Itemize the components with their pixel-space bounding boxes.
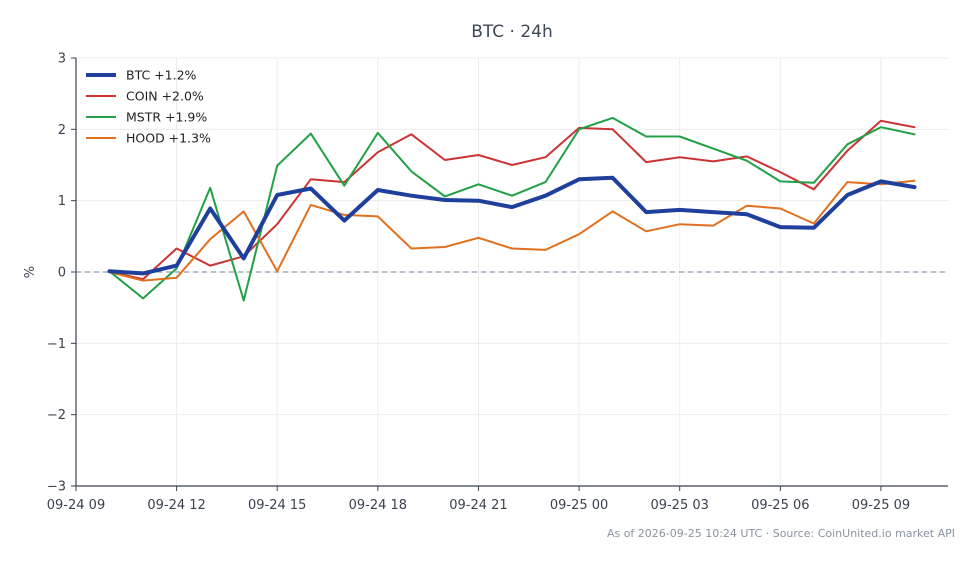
series-line-hood: [108, 179, 916, 282]
series-lines: [107, 116, 917, 302]
x-tick-label: 09-25 09: [852, 498, 910, 513]
y-axis-label: %: [23, 266, 38, 278]
x-tick-label: 09-24 18: [349, 498, 407, 513]
y-tick-label: 1: [58, 194, 66, 209]
legend-entry: MSTR +1.9%: [126, 110, 207, 125]
legend: BTC +1.2% COIN +2.0% MSTR +1.9% HOOD +1.3%: [86, 68, 211, 146]
x-tick-label: 09-25 03: [650, 498, 708, 513]
chart-title: BTC · 24h: [471, 22, 553, 42]
y-tick-label: −3: [47, 480, 66, 495]
legend-entry: BTC +1.2%: [126, 68, 197, 83]
y-tick-label: −1: [47, 337, 66, 352]
legend-entry: COIN +2.0%: [126, 89, 204, 104]
x-tick-label: 09-24 21: [449, 498, 507, 513]
y-tick-label: 2: [58, 123, 66, 138]
grid: [75, 57, 948, 487]
y-tick-label: 3: [58, 52, 66, 67]
x-tick-label: 09-25 06: [751, 498, 809, 513]
series-line-btc: [107, 175, 917, 276]
y-tick-label: 0: [58, 266, 66, 281]
x-tick-label: 09-24 12: [147, 498, 205, 513]
legend-entry: HOOD +1.3%: [126, 131, 211, 146]
y-tick-label: −2: [47, 408, 66, 423]
series-line-mstr: [108, 116, 916, 302]
axes: −3 −2 −1 0 1 2 3 09-24 09 09-24 12 09-24 15 09-24 …: [47, 52, 948, 513]
source-footer: As of 2026-09-25 10:24 UTC · Source: Coi…: [607, 527, 955, 540]
x-tick-label: 09-24 09: [47, 498, 105, 513]
x-tick-label: 09-25 00: [550, 498, 608, 513]
x-tick-label: 09-24 15: [248, 498, 306, 513]
